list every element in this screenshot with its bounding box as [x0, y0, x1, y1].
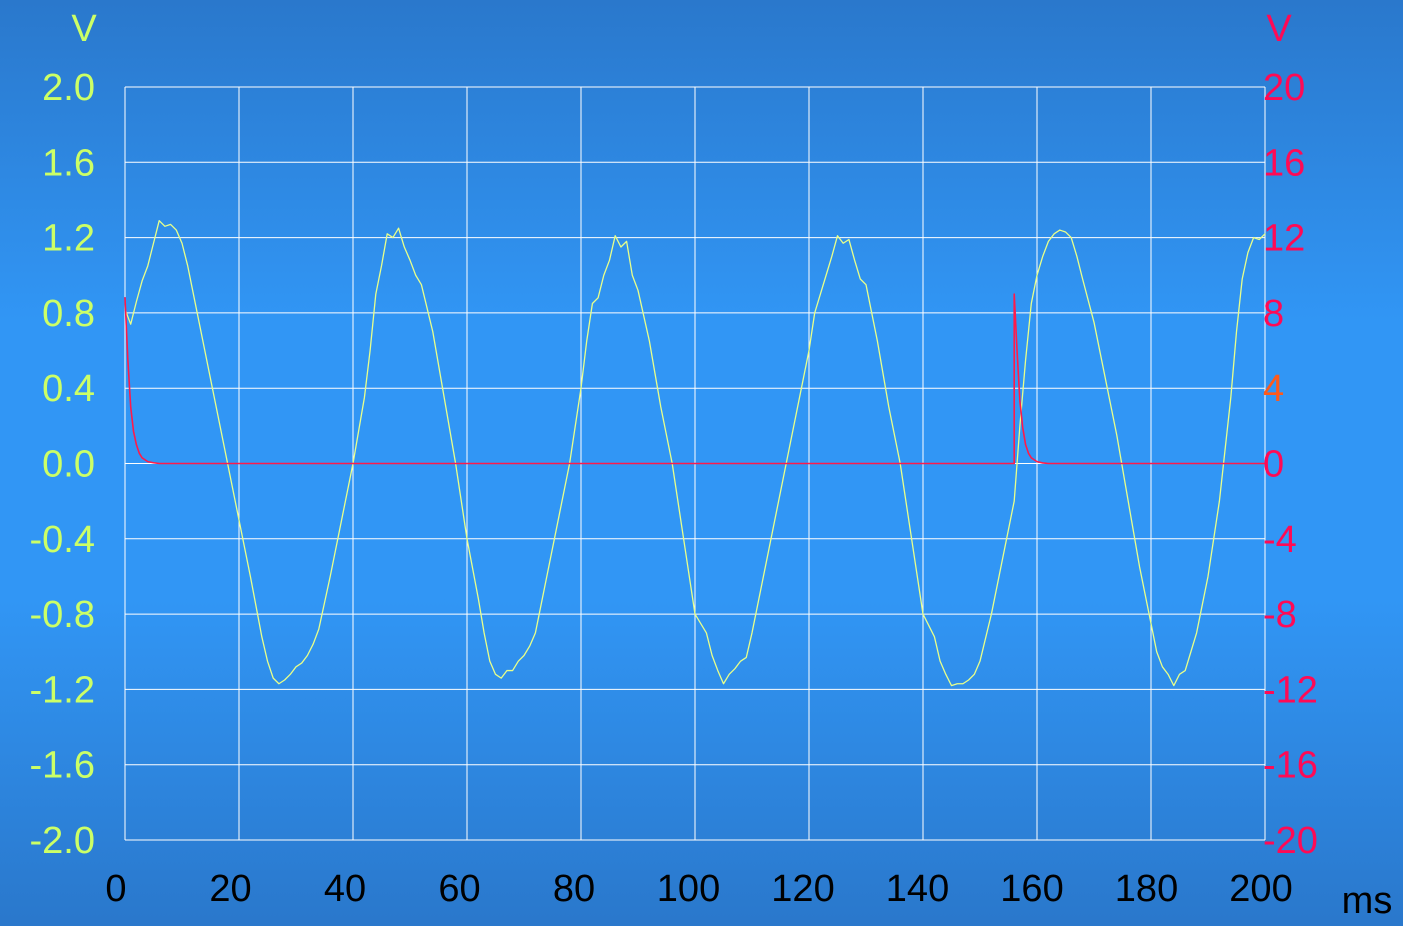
right-axis-tick-label: -12 [1263, 669, 1318, 711]
right-axis-unit-label: V [1266, 8, 1292, 50]
right-axis-tick-label: -4 [1263, 519, 1297, 561]
left-axis-tick-label: 0.0 [42, 444, 95, 486]
x-axis-tick-label: 80 [553, 868, 595, 910]
x-axis-tick-label: 120 [771, 868, 834, 910]
x-axis-tick-label: 140 [886, 868, 949, 910]
right-axis-tick-label: -20 [1263, 820, 1318, 862]
x-axis-tick-label: 100 [657, 868, 720, 910]
left-axis-tick-label: 2.0 [42, 67, 95, 109]
x-axis-tick-label: 180 [1115, 868, 1178, 910]
x-axis: ms 0 20 40 60 80 100 120 140 160 180 200 [105, 868, 1393, 922]
right-axis-tick-label: 12 [1263, 218, 1305, 260]
x-axis-tick-label: 40 [324, 868, 366, 910]
right-axis-tick-label: -16 [1263, 745, 1318, 787]
x-axis-tick-label: 200 [1229, 868, 1292, 910]
x-axis-unit-label: ms [1342, 880, 1393, 921]
left-axis-tick-label: -0.4 [30, 519, 95, 561]
left-axis-unit-label: V [71, 8, 97, 50]
x-axis-tick-label: 20 [209, 868, 251, 910]
right-axis-tick-label: 16 [1263, 142, 1305, 184]
series-layer [124, 220, 1266, 687]
right-axis-tick-label: 20 [1263, 67, 1305, 109]
right-axis: V 20 16 12 8 4 0 -4 -8 -12 -16 -20 [1263, 8, 1318, 862]
left-axis-tick-label: -1.2 [30, 669, 95, 711]
left-axis-tick-label: -1.6 [30, 745, 95, 787]
series-line-right-axis [124, 293, 1266, 465]
left-axis-tick-label: 0.8 [42, 293, 95, 335]
x-axis-tick-label: 60 [438, 868, 480, 910]
right-axis-tick-label: 8 [1263, 293, 1284, 335]
right-axis-tick-label: 4 [1263, 368, 1284, 410]
left-axis-tick-label: 1.6 [42, 142, 95, 184]
x-axis-tick-label: 160 [1000, 868, 1063, 910]
left-axis-tick-label: 0.4 [42, 368, 95, 410]
x-axis-tick-label: 0 [105, 868, 126, 910]
left-axis-tick-label: -2.0 [30, 820, 95, 862]
series-line-left-axis [124, 220, 1266, 687]
left-axis-tick-label: 1.2 [42, 218, 95, 260]
grid [124, 86, 1266, 841]
left-axis: V 2.0 1.6 1.2 0.8 0.4 0.0 -0.4 -0.8 -1.2 -1.6 -2.0 [30, 8, 98, 862]
left-axis-tick-label: -0.8 [30, 594, 95, 636]
right-axis-tick-label: -8 [1263, 594, 1297, 636]
right-axis-tick-label: 0 [1263, 444, 1284, 486]
